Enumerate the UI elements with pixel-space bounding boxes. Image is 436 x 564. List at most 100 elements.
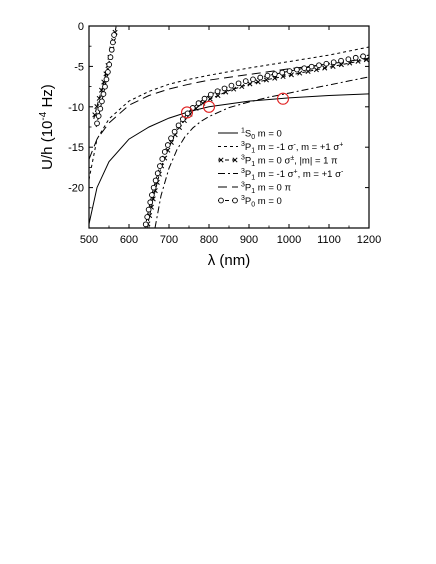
series-5-marker-33 [301, 65, 308, 72]
series-5-marker-8 [157, 163, 163, 169]
y-axis-title-exponent: -4 [38, 111, 49, 120]
series-5-marker-6 [103, 76, 110, 83]
legend-swatch-marker-2-a [218, 157, 224, 163]
series-5-marker-19 [201, 95, 208, 102]
magic-point-1 [202, 100, 216, 113]
series-1-line-0 [89, 46, 369, 180]
series-5-marker-3 [147, 199, 154, 206]
series-5-marker-2 [97, 105, 104, 112]
series-5-marker-31 [286, 68, 293, 74]
legend-swatch-marker-2-b [232, 157, 238, 163]
legend-label-1: 3P1 m = -1 σ-, m = +1 σ+​ [241, 141, 343, 155]
series-5-marker-41 [360, 53, 366, 60]
series-5-marker-7 [105, 69, 111, 75]
series-5 [94, 32, 369, 228]
magic-point-0 [180, 106, 194, 119]
y-tick-label-4: -20 [68, 183, 84, 195]
series-5-marker-21 [214, 88, 221, 95]
y-tick-label-1: -5 [74, 61, 84, 73]
legend-item-5: 3P0 m = 0 [218, 195, 282, 209]
series-2 [92, 26, 369, 228]
series-5-marker-34 [308, 63, 315, 70]
series-5-marker-38 [338, 57, 344, 64]
series-5-marker-20 [207, 91, 214, 98]
series-2-marker-29 [305, 68, 311, 74]
series-5-marker-5 [150, 184, 157, 191]
series-3-line-0 [154, 76, 369, 228]
series-2-marker-31 [322, 65, 328, 71]
series-2-marker-30 [313, 67, 319, 73]
series-5-marker-11 [110, 39, 116, 46]
series-5-marker-22 [221, 85, 228, 92]
series-5-marker-10 [108, 46, 115, 53]
legend-item-3: 3P1 m = -1 σ+, m = +1 σ-​ [218, 168, 344, 182]
legend-item-1: 3P1 m = -1 σ-, m = +1 σ+​ [218, 141, 343, 155]
series-5-marker-4 [149, 192, 155, 198]
legend-swatch-marker-5-b [232, 197, 238, 204]
magic-point-markers [180, 92, 290, 119]
series-5-marker-13 [171, 128, 178, 135]
series-5-marker-25 [242, 78, 249, 84]
series-5-marker-37 [330, 59, 337, 66]
series-5-marker-6 [152, 177, 159, 184]
legend-label-3: 3P1 m = -1 σ+, m = +1 σ-​ [241, 168, 344, 182]
series-5-marker-28 [264, 72, 271, 79]
series-5-marker-18 [195, 100, 202, 106]
series-1 [89, 46, 369, 180]
series-5-marker-5 [102, 83, 108, 90]
tick-layer: 500 600 700 800 900 1000 1100 1200 0 -5 -10 -15 -20 [68, 21, 381, 246]
x-tick-label-1: 600 [120, 234, 138, 246]
legend-swatch-marker-5-a [218, 197, 224, 204]
y-axis-title: U/h (10-4 Hz) [38, 84, 56, 170]
series-2-marker-24 [263, 77, 269, 83]
legend-label-4: 3P1 m = 0 π [241, 182, 291, 196]
series-5-marker-30 [279, 69, 286, 76]
series-5-marker-9 [159, 156, 166, 162]
series-0-line-0 [89, 93, 369, 225]
legend-item-0: 1S0 m = 0 [218, 128, 282, 142]
x-tick-label-6: 1100 [317, 234, 341, 246]
series-5-marker-23 [228, 82, 235, 89]
series-3 [154, 76, 369, 228]
legend-item-2: 3P1 m = 0 σ±, |m| = 1 π [218, 155, 338, 169]
legend-label-0: 1S0 m = 0 [241, 128, 282, 142]
series-5-marker-8 [106, 61, 113, 68]
series-5-marker-3 [99, 98, 105, 105]
x-tick-label-2: 700 [160, 234, 178, 246]
legend-item-4: 3P1 m = 0 π [218, 182, 291, 196]
series-5-marker-36 [323, 60, 330, 67]
series-5-marker-10 [161, 149, 168, 155]
series-2-marker-25 [272, 75, 278, 81]
series-5-marker-40 [352, 54, 359, 61]
series-2-marker-23 [255, 79, 261, 85]
series-5-marker-35 [316, 62, 322, 69]
series-5-marker-1 [144, 214, 151, 220]
legend-label-2: 3P1 m = 0 σ±, |m| = 1 π [241, 155, 338, 169]
x-tick-label-3: 800 [200, 234, 218, 246]
series-5-marker-16 [184, 110, 191, 117]
series-5-marker-4 [100, 91, 107, 97]
x-tick-label-7: 1200 [357, 234, 381, 246]
y-tick-label-0: 0 [78, 21, 84, 33]
series-5-marker-7 [154, 170, 161, 177]
y-tick-label-2: -10 [68, 102, 84, 114]
y-tick-label-3: -15 [68, 142, 84, 154]
series-5-marker-32 [294, 66, 300, 73]
series-5-marker-27 [257, 74, 264, 81]
plot-frame [88, 25, 370, 229]
series-5-marker-0 [142, 221, 149, 228]
x-tick-label-4: 900 [240, 234, 258, 246]
series-5-marker-12 [111, 32, 117, 38]
x-tick-label-5: 1000 [277, 234, 301, 246]
series-5-marker-12 [168, 135, 174, 142]
series-5-marker-11 [164, 142, 171, 148]
y-axis-title-main: U/h (10 [39, 121, 56, 170]
series-2-marker-22 [247, 81, 253, 87]
series-5-marker-2 [145, 206, 152, 213]
y-axis-title-unit: Hz) [39, 84, 56, 112]
series-5-marker-9 [107, 54, 114, 61]
legend-label-5: 3P0 m = 0 [241, 195, 282, 209]
series-layer [89, 26, 369, 228]
